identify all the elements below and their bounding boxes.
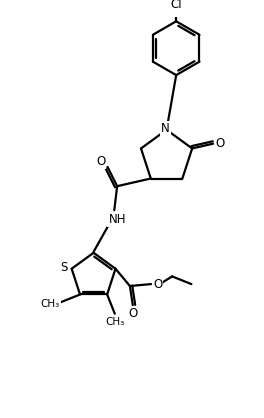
Text: O: O: [215, 137, 225, 150]
Text: CH₃: CH₃: [105, 317, 124, 327]
Text: O: O: [96, 155, 105, 168]
Text: O: O: [153, 278, 162, 291]
Text: CH₃: CH₃: [41, 299, 60, 309]
Text: N: N: [161, 122, 170, 135]
Text: O: O: [128, 307, 138, 320]
Text: NH: NH: [109, 213, 126, 226]
Text: Cl: Cl: [170, 0, 182, 10]
Text: S: S: [60, 261, 68, 274]
